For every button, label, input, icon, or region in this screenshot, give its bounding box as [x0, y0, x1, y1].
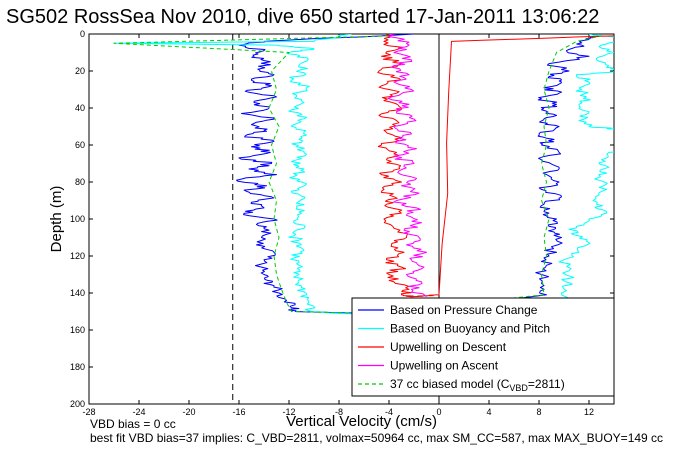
y-tick-label: 140 — [70, 288, 85, 298]
y-tick-label: 40 — [75, 103, 85, 113]
series-group — [113, 34, 614, 316]
series-line — [387, 34, 427, 298]
x-tick-label: 12 — [584, 407, 594, 417]
vbd-bias-note: VBD bias = 0 cc — [90, 417, 176, 431]
series-line — [236, 34, 602, 316]
legend-subscript: VBD — [509, 383, 528, 393]
x-tick-label: -24 — [132, 407, 145, 417]
legend-label: Upwelling on Descent — [390, 340, 507, 354]
y-tick-label: 180 — [70, 362, 85, 372]
series-line — [377, 34, 614, 298]
legend-label: Upwelling on Ascent — [390, 359, 499, 373]
x-tick-label: 0 — [436, 407, 441, 417]
y-axis-label: Depth (m) — [48, 186, 65, 253]
y-tick-label: 100 — [70, 214, 85, 224]
x-tick-label: -8 — [335, 407, 343, 417]
x-tick-label: -12 — [282, 407, 295, 417]
x-tick-label: -28 — [82, 407, 95, 417]
series-line — [113, 35, 602, 314]
chart-title: SG502 RossSea Nov 2010, dive 650 started… — [6, 6, 600, 28]
x-tick-label: 4 — [486, 407, 491, 417]
legend-label: Based on Pressure Change — [390, 303, 538, 317]
legend-suffix: =2811) — [528, 377, 565, 391]
y-tick-label: 0 — [80, 29, 85, 39]
x-tick-label: -4 — [385, 407, 393, 417]
x-axis-label: Vertical Velocity (cm/s) — [286, 413, 437, 430]
y-tick-label: 60 — [75, 140, 85, 150]
y-tick-label: 200 — [70, 399, 85, 409]
legend-box — [351, 297, 615, 397]
y-tick-label: 80 — [75, 177, 85, 187]
x-tick-label: 8 — [536, 407, 541, 417]
legend-label: Based on Buoyancy and Pitch — [390, 322, 550, 336]
y-tick-label: 160 — [70, 325, 85, 335]
legend-label: 37 cc biased model (CVBD=2811) — [390, 377, 565, 393]
y-tick-label: 20 — [75, 66, 85, 76]
y-tick-label: 120 — [70, 251, 85, 261]
best-fit-note: best fit VBD bias=37 implies: C_VBD=2811… — [90, 431, 664, 445]
series-line — [113, 34, 614, 316]
x-tick-label: -16 — [232, 407, 245, 417]
x-tick-label: -20 — [182, 407, 195, 417]
